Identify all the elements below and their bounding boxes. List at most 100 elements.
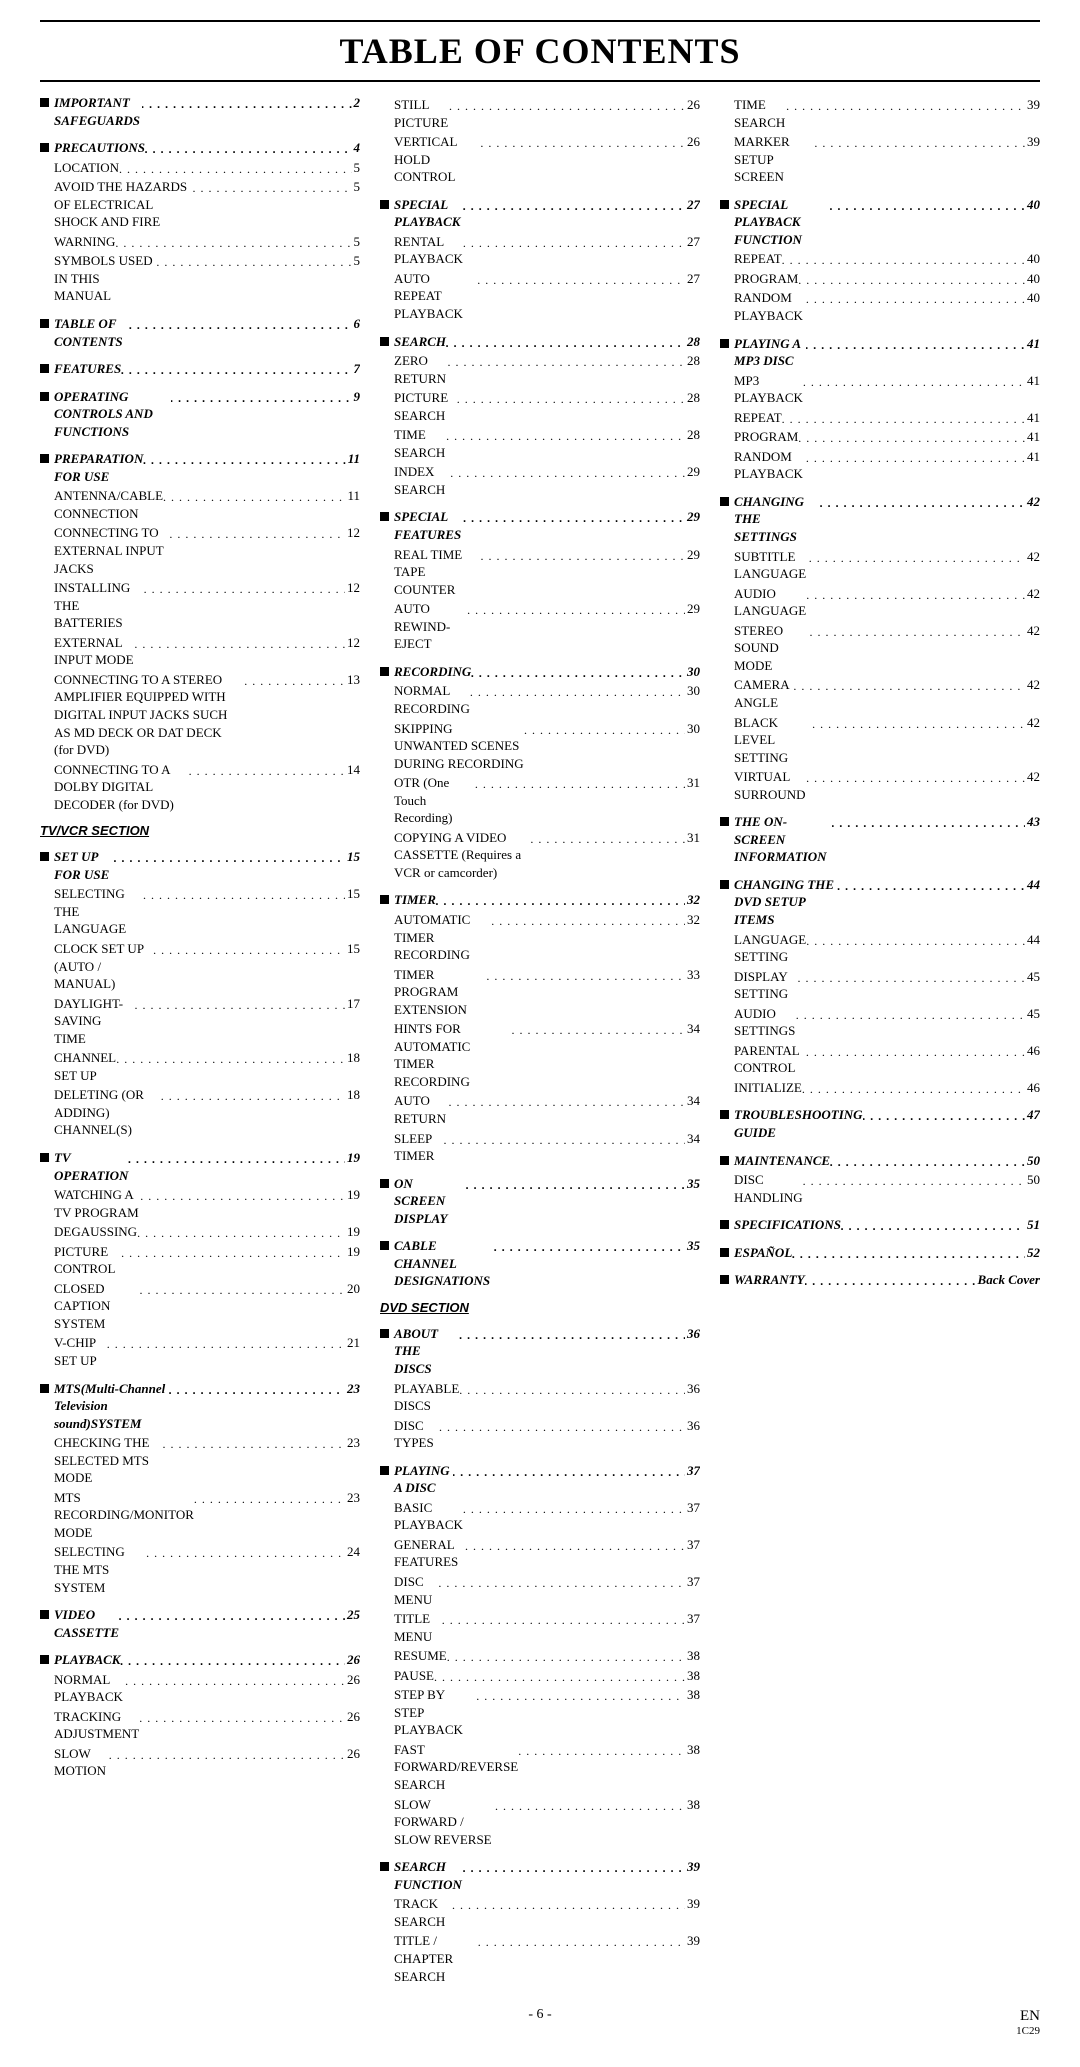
- toc-label: SEARCH FUNCTION: [394, 1858, 463, 1893]
- toc-label: ANTENNA/CABLE CONNECTION: [54, 487, 163, 522]
- toc-dots: [137, 1225, 345, 1241]
- toc-dots: [803, 1173, 1025, 1189]
- toc-column-3: TIME SEARCH39MARKER SETUP SCREEN39SPECIA…: [720, 94, 1040, 1987]
- toc-page: 19: [345, 1186, 360, 1204]
- toc-label: PAUSE: [394, 1667, 434, 1685]
- toc-dots: [119, 1608, 345, 1624]
- toc-dots: [128, 1151, 345, 1167]
- toc-entry: V-CHIP SET UP21: [40, 1334, 360, 1369]
- toc-label: DISC TYPES: [394, 1417, 439, 1452]
- page-title: TABLE OF CONTENTS: [40, 20, 1040, 82]
- toc-dots: [812, 716, 1025, 732]
- toc-entry: CLOCK SET UP (AUTO / MANUAL)15: [40, 940, 360, 993]
- toc-page: 35: [685, 1237, 700, 1255]
- toc-entry: RANDOM PLAYBACK41: [720, 448, 1040, 483]
- toc-dots: [491, 913, 685, 929]
- toc-page: 31: [685, 774, 700, 792]
- toc-dots: [832, 815, 1025, 831]
- toc-dots: [156, 254, 351, 270]
- toc-entry: OTR (One Touch Recording)31: [380, 774, 700, 827]
- toc-entry: CONNECTING TO EXTERNAL INPUT JACKS12: [40, 524, 360, 577]
- toc-label: TV OPERATION: [54, 1149, 128, 1184]
- toc-dots: [806, 291, 1025, 307]
- toc-entry: NORMAL RECORDING30: [380, 682, 700, 717]
- bullet-square-icon: [720, 497, 729, 506]
- toc-dots: [434, 1669, 685, 1685]
- toc-page: 11: [345, 487, 360, 505]
- toc-entry: BLACK LEVEL SETTING42: [720, 714, 1040, 767]
- bullet-square-icon: [40, 364, 49, 373]
- toc-entry: AUTOMATIC TIMER RECORDING32: [380, 911, 700, 964]
- toc-page: 38: [685, 1796, 700, 1814]
- toc-page: 23: [345, 1380, 360, 1398]
- toc-page: 5: [352, 233, 361, 251]
- toc-entry: DISC HANDLING50: [720, 1171, 1040, 1206]
- toc-page: 23: [345, 1489, 360, 1507]
- toc-dots: [530, 831, 685, 847]
- toc-page: 26: [345, 1671, 360, 1689]
- toc-label: INDEX SEARCH: [394, 463, 450, 498]
- footer-lang: EN: [1016, 2007, 1040, 2025]
- toc-page: 34: [685, 1130, 700, 1148]
- bullet-square-icon: [720, 1248, 729, 1257]
- bullet-square-icon: [380, 1329, 389, 1338]
- bullet-square-icon: [40, 1610, 49, 1619]
- bullet-square-icon: [720, 1110, 729, 1119]
- toc-entry: PROGRAM40: [720, 270, 1040, 288]
- toc-label: CONNECTING TO A STEREO AMPLIFIER EQUIPPE…: [54, 671, 244, 759]
- toc-page: 40: [1025, 270, 1040, 288]
- toc-entry: INITIALIZE46: [720, 1079, 1040, 1097]
- toc-dots: [109, 1747, 345, 1763]
- toc-dots: [163, 489, 345, 505]
- toc-page: 39: [685, 1895, 700, 1913]
- toc-section: SEARCH FUNCTION39: [380, 1858, 700, 1893]
- toc-dots: [142, 96, 352, 112]
- toc-entry: AUDIO SETTINGS45: [720, 1005, 1040, 1040]
- toc-label: DISC HANDLING: [734, 1171, 803, 1206]
- toc-label: ABOUT THE DISCS: [394, 1325, 459, 1378]
- toc-section: PRECAUTIONS4: [40, 139, 360, 157]
- toc-page: 9: [352, 388, 361, 406]
- toc-entry: PLAYABLE DISCS36: [380, 1380, 700, 1415]
- toc-label: SELECTING THE LANGUAGE: [54, 885, 143, 938]
- toc-page: 40: [1025, 250, 1040, 268]
- toc-page: 30: [685, 682, 700, 700]
- toc-page: Back Cover: [976, 1271, 1040, 1289]
- bullet-square-icon: [40, 852, 49, 861]
- toc-dots: [796, 1007, 1025, 1023]
- toc-label: DISPLAY SETTING: [734, 968, 798, 1003]
- toc-page: 15: [345, 885, 360, 903]
- toc-page: 27: [685, 233, 700, 251]
- toc-section: SET UP FOR USE15: [40, 848, 360, 883]
- toc-label: SPECIAL FEATURES: [394, 508, 463, 543]
- toc-entry: COPYING A VIDEO CASSETTE (Requires a VCR…: [380, 829, 700, 882]
- toc-label: MTS(Multi-Channel Television sound)SYSTE…: [54, 1380, 169, 1433]
- toc-section: ESPAÑOL52: [720, 1244, 1040, 1262]
- toc-section: TV OPERATION19: [40, 1149, 360, 1184]
- toc-page: 5: [352, 159, 361, 177]
- toc-entry: CONNECTING TO A STEREO AMPLIFIER EQUIPPE…: [40, 671, 360, 759]
- toc-page: 4: [352, 139, 361, 157]
- toc-page: 42: [1025, 676, 1040, 694]
- toc-entry: AUTO REPEAT PLAYBACK27: [380, 270, 700, 323]
- toc-entry: REPEAT41: [720, 409, 1040, 427]
- toc-entry: SLOW MOTION26: [40, 1745, 360, 1780]
- toc-label: DAYLIGHT-SAVING TIME: [54, 995, 134, 1048]
- toc-entry: ANTENNA/CABLE CONNECTION 11: [40, 487, 360, 522]
- toc-page: 34: [685, 1092, 700, 1110]
- toc-entry: DELETING (OR ADDING) CHANNEL(S)18: [40, 1086, 360, 1139]
- toc-dots: [162, 1436, 345, 1452]
- toc-section: CHANGING THE SETTINGS42: [720, 493, 1040, 546]
- toc-section: VIDEO CASSETTE25: [40, 1606, 360, 1641]
- toc-entry: REAL TIME TAPE COUNTER29: [380, 546, 700, 599]
- toc-entry: REPEAT40: [720, 250, 1040, 268]
- toc-dots: [475, 776, 685, 792]
- toc-dots: [463, 235, 685, 251]
- toc-page: 43: [1025, 813, 1040, 831]
- toc-label: PLAYABLE DISCS: [394, 1380, 459, 1415]
- toc-dots: [115, 235, 351, 251]
- toc-section: SEARCH28: [380, 333, 700, 351]
- bullet-square-icon: [380, 1862, 389, 1871]
- section-divider: TV/VCR SECTION: [40, 823, 360, 838]
- toc-entry: PAUSE38: [380, 1667, 700, 1685]
